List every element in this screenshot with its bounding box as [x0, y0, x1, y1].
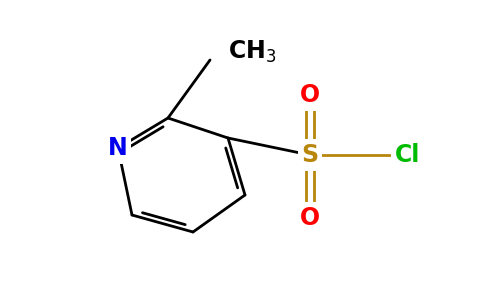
- Text: O: O: [300, 206, 320, 230]
- Text: CH$_3$: CH$_3$: [228, 39, 276, 65]
- Text: O: O: [300, 83, 320, 107]
- Text: S: S: [302, 143, 318, 167]
- Text: Cl: Cl: [395, 143, 421, 167]
- Text: N: N: [108, 136, 128, 160]
